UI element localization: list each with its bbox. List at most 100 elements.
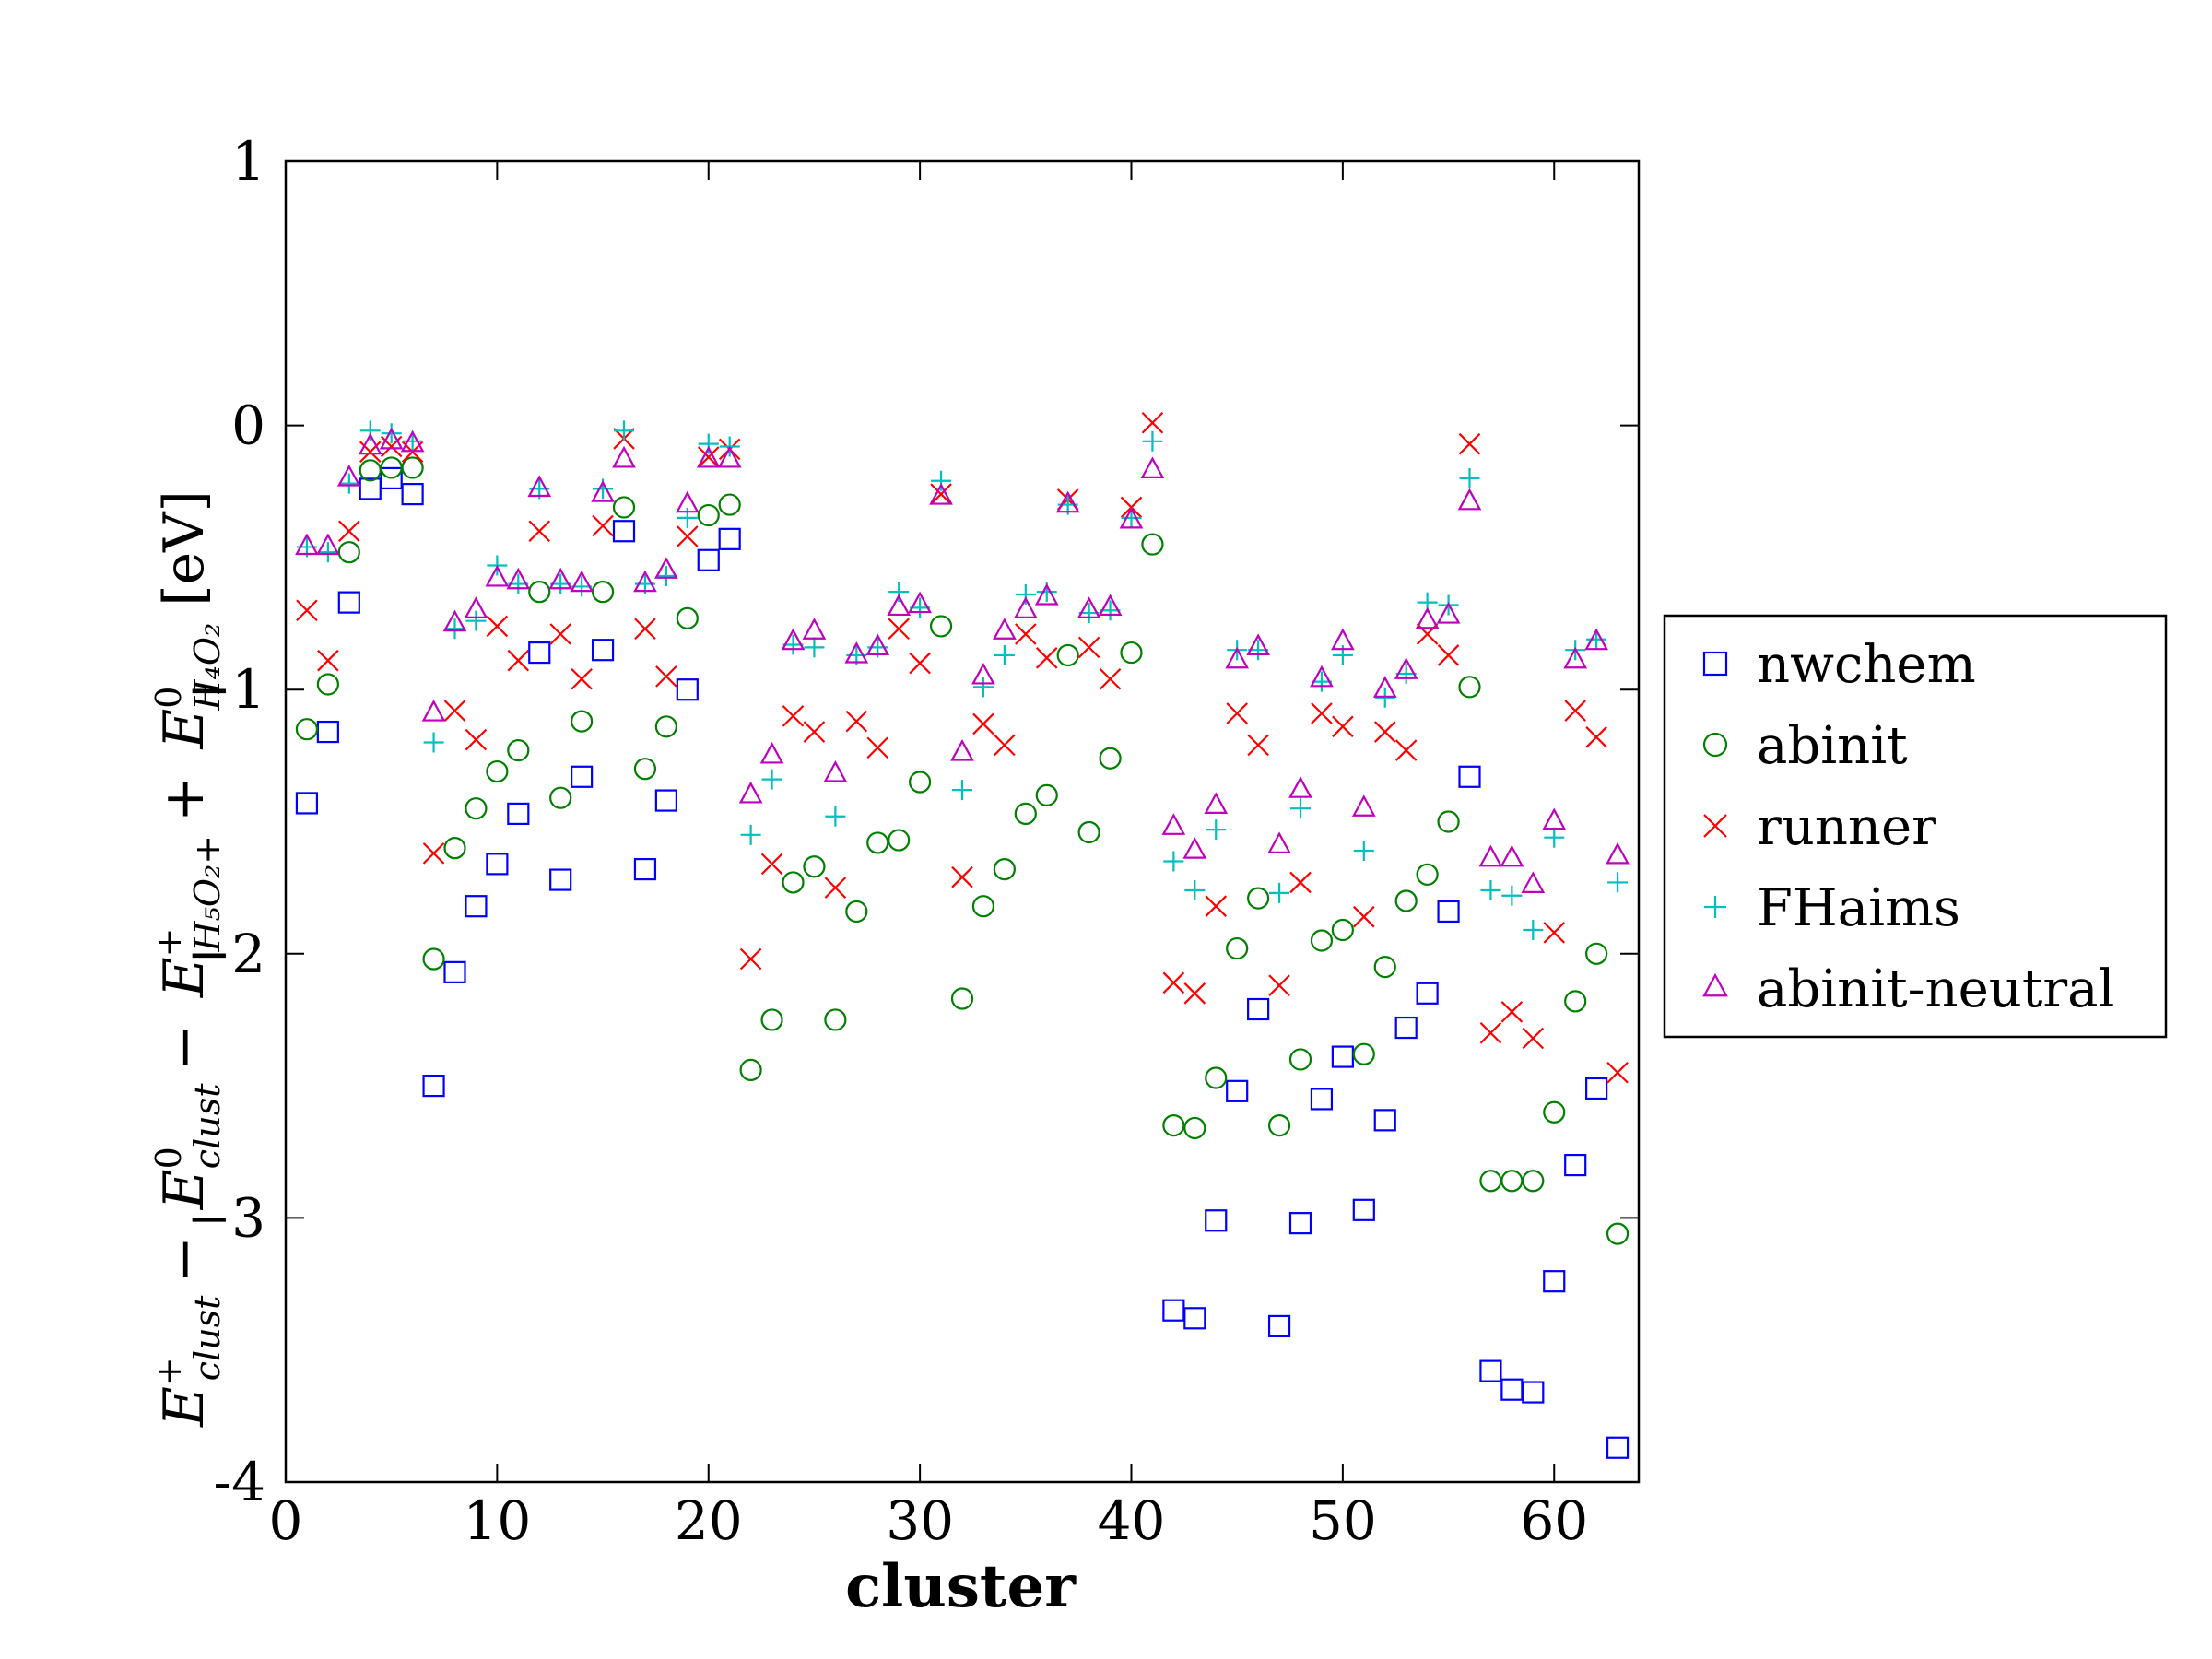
data-point-abinit [507,739,530,762]
data-point-abinit-neutral [1563,646,1588,669]
data-point-abinit [1226,936,1249,960]
series-layer [295,411,1630,1459]
data-point-nwchem [316,720,339,744]
data-point-abinit-neutral [1310,665,1334,688]
data-point-abinit-neutral [950,739,974,761]
series-nwchem [295,466,1630,1459]
data-point-runner [739,947,762,971]
data-point-nwchem [359,477,382,500]
data-point-abinit [1035,783,1058,806]
data-point-abinit-neutral [1542,807,1567,830]
data-point-FHaims [1480,880,1501,901]
data-point-abinit-neutral [336,464,361,487]
data-point-nwchem [380,466,403,490]
data-point-abinit [1310,929,1334,952]
data-point-nwchem [1522,1381,1545,1404]
data-point-abinit-neutral [1500,844,1524,867]
data-point-runner [760,853,783,876]
data-point-runner [1015,623,1037,645]
data-point-nwchem [528,641,551,665]
data-point-runner [1247,734,1269,757]
data-point-abinit-neutral [358,432,382,455]
data-point-FHaims [1269,882,1290,903]
data-point-runner [1564,700,1586,722]
x-tick-label: 20 [675,1489,743,1552]
data-point-abinit-neutral [1457,488,1482,511]
data-point-runner [845,710,868,733]
data-point-runner [1205,895,1228,917]
data-point-runner [1479,1022,1502,1044]
data-point-abinit-neutral [464,596,488,618]
data-point-FHaims [804,637,825,658]
data-point-nwchem [1205,1209,1228,1232]
data-point-FHaims [444,618,465,640]
data-point-nwchem [1585,1077,1608,1100]
data-point-abinit [1099,747,1122,770]
data-point-runner [1226,702,1248,724]
data-point-nwchem [1331,1045,1354,1068]
data-point-runner [571,667,593,690]
data-point-FHaims [317,542,338,563]
data-point-abinit [676,606,699,629]
data-point-abinit [316,673,339,696]
data-point-runner [1077,636,1100,659]
series-abinit [295,456,1630,1245]
data-point-abinit-neutral [591,480,615,502]
data-point-abinit-neutral [865,633,890,656]
x-tick-label: 60 [1520,1489,1588,1552]
y-tick-label: −2 [187,923,266,985]
data-point-abinit [612,496,636,519]
data-point-abinit-neutral [1013,596,1038,618]
data-point-abinit-neutral [548,567,573,590]
data-point-abinit [401,456,424,479]
legend-marker-abinit-neutral [1702,972,1728,997]
data-point-abinit [1500,1170,1524,1193]
data-point-abinit [1267,1113,1291,1137]
data-point-abinit [465,797,488,820]
data-point-abinit [824,1008,847,1031]
data-point-abinit [760,1008,783,1031]
data-point-abinit-neutral [887,594,912,617]
data-point-nwchem [465,895,488,918]
data-point-runner [930,483,952,505]
x-tick-label: 50 [1309,1489,1377,1552]
data-point-abinit [1564,990,1587,1013]
data-point-abinit-neutral [823,759,848,782]
data-point-abinit [1288,1048,1312,1071]
data-point-abinit-neutral [1372,676,1397,698]
data-point-nwchem [1479,1359,1502,1382]
data-point-abinit-neutral [1098,594,1123,617]
data-point-nwchem [507,802,530,826]
data-point-runner [655,665,677,688]
data-point-FHaims [423,732,444,753]
data-point-runner [972,712,994,735]
data-point-FHaims [972,677,994,698]
data-point-nwchem [1437,900,1460,924]
data-point-runner [697,446,720,468]
data-point-nwchem [1288,1212,1312,1235]
data-point-abinit-neutral [1204,792,1229,814]
data-point-abinit [1543,1100,1566,1124]
data-point-abinit [633,758,657,781]
data-point-FHaims [1015,584,1036,606]
data-point-abinit [443,837,466,860]
legend-label-nwchem: nwchem [1757,635,1976,695]
data-point-nwchem [633,857,657,881]
data-point-runner [1373,721,1396,743]
y-tick-label: 1 [231,130,265,193]
data-point-FHaims [1163,851,1184,872]
data-point-abinit-neutral [400,429,425,453]
data-point-abinit [337,541,360,564]
data-point-abinit-neutral [1055,490,1080,513]
data-point-FHaims [1142,430,1163,452]
data-point-runner [1437,644,1460,666]
data-point-FHaims [1121,507,1142,528]
data-point-abinit [1606,1222,1630,1245]
data-point-abinit-neutral [1521,871,1546,893]
data-point-FHaims [655,565,677,586]
data-point-runner [465,728,488,751]
data-point-runner [1606,1061,1629,1084]
data-point-abinit-neutral [717,445,742,468]
data-point-nwchem [401,483,424,506]
data-point-FHaims [931,470,952,491]
